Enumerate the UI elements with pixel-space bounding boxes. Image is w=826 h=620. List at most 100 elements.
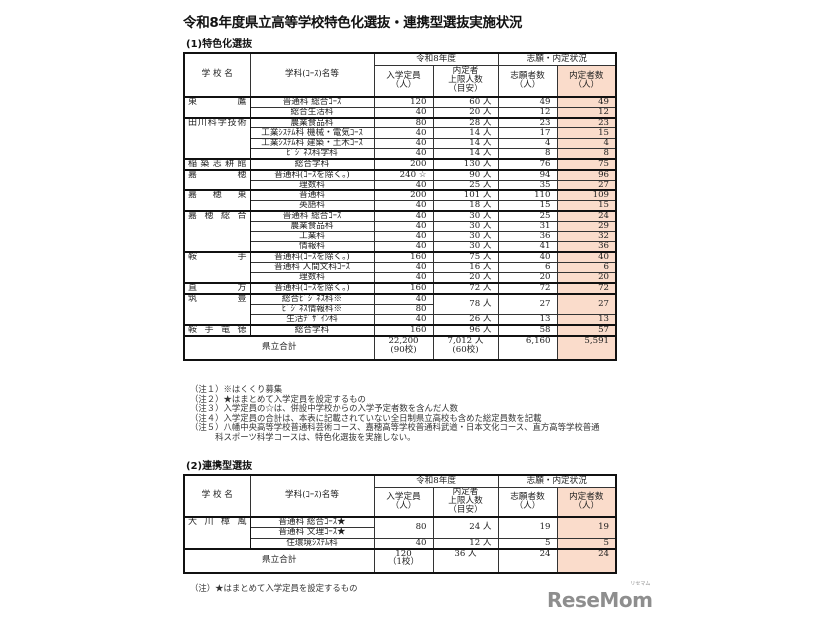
capacity-value: 40 bbox=[373, 147, 434, 160]
applicants-value: 23 bbox=[497, 116, 558, 129]
school-name: 鞍手竜徳 bbox=[183, 323, 251, 337]
section1-heading: (1)特色化選抜 bbox=[186, 39, 253, 50]
school-name: 大川樟風 bbox=[183, 516, 251, 549]
accepted-value: 75 bbox=[556, 157, 617, 171]
accepted-value: 15 bbox=[556, 127, 617, 139]
table-row: 田川科学技術 農業食品科 80 28 人 23 23 bbox=[183, 116, 617, 160]
school-name: 嘉穂東 bbox=[183, 189, 251, 212]
capacity-value: 40 bbox=[373, 314, 434, 326]
limit-value: 30 人 bbox=[432, 209, 499, 222]
total-accepted: 24 bbox=[556, 547, 617, 574]
dept-name: 農業食品科 bbox=[249, 220, 375, 233]
applicants-value: 36 bbox=[497, 231, 558, 243]
dept-name: 総合ﾋﾞｼﾞﾈｽ科※ bbox=[249, 293, 375, 305]
applicants-value: 31 bbox=[497, 220, 558, 233]
accepted-value: 4 bbox=[556, 137, 617, 149]
capacity-value: 40 bbox=[373, 220, 434, 233]
school-name: 鞍手 bbox=[183, 251, 251, 284]
accepted-value: 57 bbox=[556, 323, 617, 337]
school-name: 筑豊 bbox=[183, 293, 251, 326]
school-name: 田川科学技術 bbox=[183, 116, 251, 160]
table-row: 鞍手 普通科(ｺｰｽを除く。) 160 75 人 40 40 bbox=[183, 251, 617, 284]
limit-value: 18 人 bbox=[432, 200, 499, 212]
applicants-value: 12 bbox=[497, 106, 558, 119]
header-school: 学 校 名 bbox=[183, 52, 251, 98]
dept-name: 普通科 人間文科ｺｰｽ bbox=[249, 261, 375, 274]
note: （注５）八幡中央高等学校普通科芸術コース、嘉穂高等学校普通科武道・日本文化コース… bbox=[190, 422, 600, 433]
applicants-value: 27 bbox=[497, 293, 558, 316]
applicants-value: 110 bbox=[497, 189, 558, 202]
limit-value: 75 人 bbox=[432, 251, 499, 263]
limit-value: 72 人 bbox=[432, 282, 499, 295]
dept-name: 理数科 bbox=[249, 272, 375, 284]
accepted-value: 27 bbox=[556, 293, 617, 316]
table-row: 鞍手竜徳 総合学科 160 96 人 58 57 bbox=[183, 323, 617, 337]
dept-name: 住環境ｼｽﾃﾑ科 bbox=[249, 537, 375, 549]
accepted-value: 13 bbox=[556, 314, 617, 326]
dept-name: 農業食品科 bbox=[249, 116, 375, 129]
capacity-value: 40 bbox=[373, 231, 434, 243]
school-name: 嘉穂総合 bbox=[183, 209, 251, 253]
applicants-value: 5 bbox=[497, 537, 558, 549]
capacity-value: 40 bbox=[373, 241, 434, 253]
accepted-value: 49 bbox=[556, 95, 617, 108]
section2-heading: (2)連携型選抜 bbox=[186, 461, 253, 472]
accepted-value: 8 bbox=[556, 147, 617, 160]
total-capacity: 22,200 (90校) bbox=[373, 334, 434, 361]
accepted-value: 6 bbox=[556, 261, 617, 274]
limit-value: 60 人 bbox=[432, 95, 499, 108]
capacity-value: 40 bbox=[373, 179, 434, 191]
table-row: 嘉穂東 普通科 200 101 人 110 109 bbox=[183, 189, 617, 212]
limit-value: 96 人 bbox=[432, 323, 499, 337]
school-name: 東鷹 bbox=[183, 96, 251, 119]
header-capacity: 入学定員 （人） bbox=[373, 64, 434, 98]
applicants-value: 76 bbox=[497, 157, 558, 171]
applicants-value: 40 bbox=[497, 251, 558, 263]
dept-name: 普通科(ｺｰｽを除く。) bbox=[249, 168, 375, 181]
accepted-value: 36 bbox=[556, 241, 617, 253]
limit-value: 14 人 bbox=[432, 127, 499, 139]
capacity-value: 200 bbox=[373, 189, 434, 202]
limit-value: 12 人 bbox=[432, 537, 499, 549]
limit-value: 20 人 bbox=[432, 272, 499, 284]
accepted-value: 5 bbox=[556, 537, 617, 549]
header-dept: 学科(ｺｰｽ)名等 bbox=[249, 52, 375, 98]
note: （注３）入学定員の☆は、併設中学校からの入学予定者数を含んだ人数 bbox=[190, 403, 458, 414]
dept-name: 総合学科 bbox=[249, 323, 375, 337]
dept-name: 普通科 総合ｺｰｽ bbox=[249, 209, 375, 222]
accepted-value: 12 bbox=[556, 106, 617, 119]
capacity-value: 200 bbox=[373, 157, 434, 171]
note: （注２）★はまとめて入学定員を設定するもの bbox=[190, 393, 366, 404]
capacity-value: 40 bbox=[373, 127, 434, 139]
header-group-status: 志願・内定状況 bbox=[497, 52, 617, 66]
applicants-value: 6 bbox=[497, 261, 558, 274]
capacity-value: 40 bbox=[373, 137, 434, 149]
table-row: 嘉穂総合 普通科 総合ｺｰｽ 40 30 人 25 24 bbox=[183, 209, 617, 253]
applicants-value: 19 bbox=[497, 516, 558, 539]
applicants-value: 49 bbox=[497, 95, 558, 108]
logo-text: ReseMom bbox=[547, 588, 653, 612]
limit-value: 30 人 bbox=[432, 231, 499, 243]
dept-name: 普通科 bbox=[249, 189, 375, 202]
capacity-value: 160 bbox=[373, 282, 434, 295]
limit-value: 130 人 bbox=[432, 157, 499, 171]
accepted-value: 15 bbox=[556, 200, 617, 212]
applicants-value: 35 bbox=[497, 179, 558, 191]
header-dept: 学科(ｺｰｽ)名等 bbox=[249, 474, 375, 518]
applicants-value: 15 bbox=[497, 200, 558, 212]
applicants-value: 41 bbox=[497, 241, 558, 253]
section2-table: 学 校 名学科(ｺｰｽ)名等 令和8年度 志願・内定状況 入学定員 （人） 内定者 上限人数… bbox=[183, 474, 618, 574]
applicants-value: 25 bbox=[497, 209, 558, 222]
capacity-value: 240 ☆ bbox=[373, 168, 434, 181]
header-accepted: 内定者数 （人） bbox=[556, 64, 617, 98]
limit-value: 14 人 bbox=[432, 137, 499, 149]
capacity-value: 160 bbox=[373, 251, 434, 263]
header-limit: 内定者 上限人数 （目安） bbox=[432, 64, 499, 98]
accepted-value: 40 bbox=[556, 251, 617, 263]
note: 科スポーツ科学コースは、特色化選抜を実施しない。 bbox=[190, 431, 416, 442]
dept-name: 総合生活科 bbox=[249, 106, 375, 119]
accepted-value: 32 bbox=[556, 231, 617, 243]
limit-value: 16 人 bbox=[432, 261, 499, 274]
dept-name: 工業科 bbox=[249, 231, 375, 243]
capacity-value: 40 bbox=[373, 272, 434, 284]
